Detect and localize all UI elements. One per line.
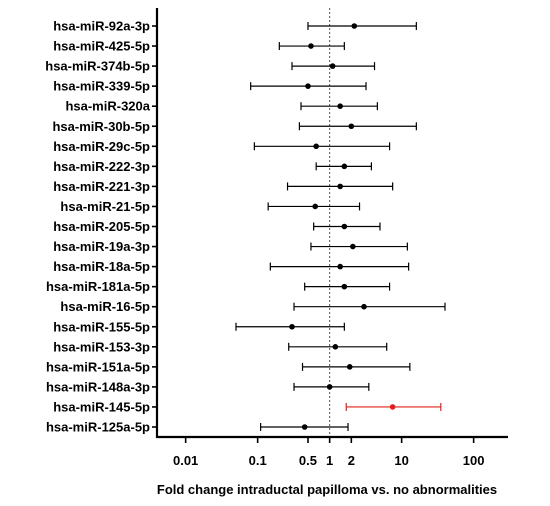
x-tick-label: 100 <box>463 453 485 468</box>
row-label: hsa-miR-155-5p <box>53 319 150 334</box>
point-estimates <box>289 23 396 430</box>
point-estimate <box>329 63 336 69</box>
point-estimate <box>312 203 319 210</box>
x-tick-label: 2 <box>348 453 355 468</box>
row-label: hsa-miR-125a-5p <box>46 420 150 435</box>
row-label: hsa-miR-19a-3p <box>53 239 150 254</box>
x-axis-ticks: 0.01 0.1 0.5 1 2 10 100 <box>173 437 485 468</box>
point-estimate <box>341 223 348 230</box>
confidence-intervals <box>235 22 446 431</box>
point-estimate <box>313 143 319 150</box>
row-label: hsa-miR-92a-3p <box>53 19 150 34</box>
point-estimate <box>341 163 348 170</box>
point-estimate <box>308 43 314 49</box>
row-label: hsa-miR-18a-5p <box>53 259 150 274</box>
plot-area <box>235 8 446 437</box>
row-label: hsa-miR-153-3p <box>53 339 150 354</box>
row-label: hsa-miR-320a <box>65 99 150 114</box>
x-tick-label: 0.01 <box>173 453 198 468</box>
point-estimate <box>351 23 358 29</box>
point-estimate <box>337 103 343 109</box>
row-label: hsa-miR-30b-5p <box>52 119 150 134</box>
row-label: hsa-miR-374b-5p <box>45 59 150 74</box>
row-label: hsa-miR-29c-5p <box>53 139 150 154</box>
row-label: hsa-miR-151a-5p <box>46 359 150 374</box>
point-estimate <box>361 303 367 310</box>
x-axis-label: Fold change intraductal papilloma vs. no… <box>157 482 497 497</box>
point-estimate <box>341 283 348 290</box>
row-label: hsa-miR-425-5p <box>53 39 150 54</box>
point-estimate <box>350 243 356 250</box>
point-estimate <box>301 424 308 430</box>
point-estimate <box>389 404 396 410</box>
row-label: hsa-miR-181a-5p <box>46 279 150 294</box>
x-tick-label: 10 <box>394 453 408 468</box>
point-estimate <box>337 263 343 270</box>
row-label: hsa-miR-21-5p <box>60 199 150 214</box>
x-tick-label: 1 <box>326 453 333 468</box>
row-label: hsa-miR-145-5p <box>53 399 150 414</box>
point-estimate <box>348 123 355 130</box>
point-estimate <box>289 323 295 330</box>
axes: 0.01 0.1 0.5 1 2 10 100 <box>152 8 508 468</box>
point-estimate <box>305 83 311 89</box>
point-estimate <box>332 344 339 350</box>
point-estimate <box>337 183 343 190</box>
y-axis-ticks <box>152 25 157 428</box>
row-label: hsa-miR-221-3p <box>53 179 150 194</box>
x-tick-label: 0.5 <box>299 453 317 468</box>
row-label: hsa-miR-16-5p <box>60 299 150 314</box>
row-labels: hsa-miR-92a-3p hsa-miR-425-5p hsa-miR-374b… <box>45 19 151 435</box>
point-estimate <box>326 384 333 390</box>
row-label: hsa-miR-222-3p <box>53 159 150 174</box>
x-tick-label: 0.1 <box>249 453 267 468</box>
row-label: hsa-miR-148a-3p <box>46 379 150 394</box>
row-label: hsa-miR-339-5p <box>53 79 150 94</box>
row-label: hsa-miR-205-5p <box>53 219 150 234</box>
point-estimate <box>346 364 353 370</box>
